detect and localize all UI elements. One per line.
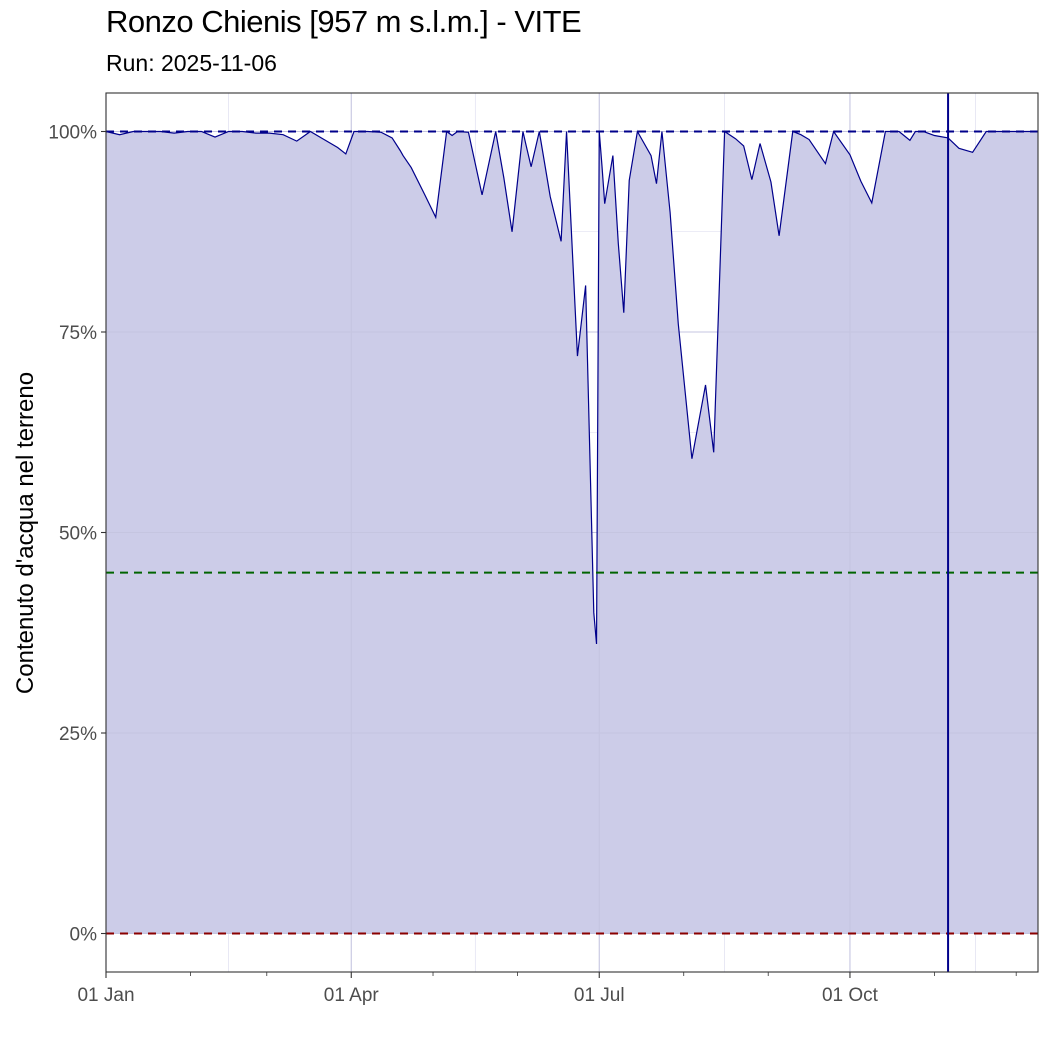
y-tick-label: 75% <box>59 323 97 344</box>
x-tick-label: 01 Jul <box>574 985 625 1006</box>
y-tick-label: 100% <box>48 122 97 143</box>
x-tick-label: 01 Apr <box>324 985 380 1006</box>
chart-title: Ronzo Chienis [957 m s.l.m.] - VITE <box>106 4 582 39</box>
y-tick-label: 50% <box>59 524 97 545</box>
x-axis: 01 Jan 01 Apr 01 Jul 01 Oct <box>77 972 1017 1006</box>
y-tick-label: 25% <box>59 724 97 745</box>
x-tick-label: 01 Oct <box>822 985 879 1006</box>
reference-lines <box>106 93 1038 972</box>
y-axis: 0% 25% 50% 75% 100% <box>48 122 106 946</box>
water-line <box>105 129 1038 645</box>
y-tick-label: 0% <box>70 925 98 946</box>
x-tick-label: 01 Jan <box>77 985 134 1006</box>
y-axis-title: Contenuto d'acqua nel terreno <box>12 372 39 694</box>
chart-subtitle: Run: 2025-11-06 <box>106 50 277 76</box>
